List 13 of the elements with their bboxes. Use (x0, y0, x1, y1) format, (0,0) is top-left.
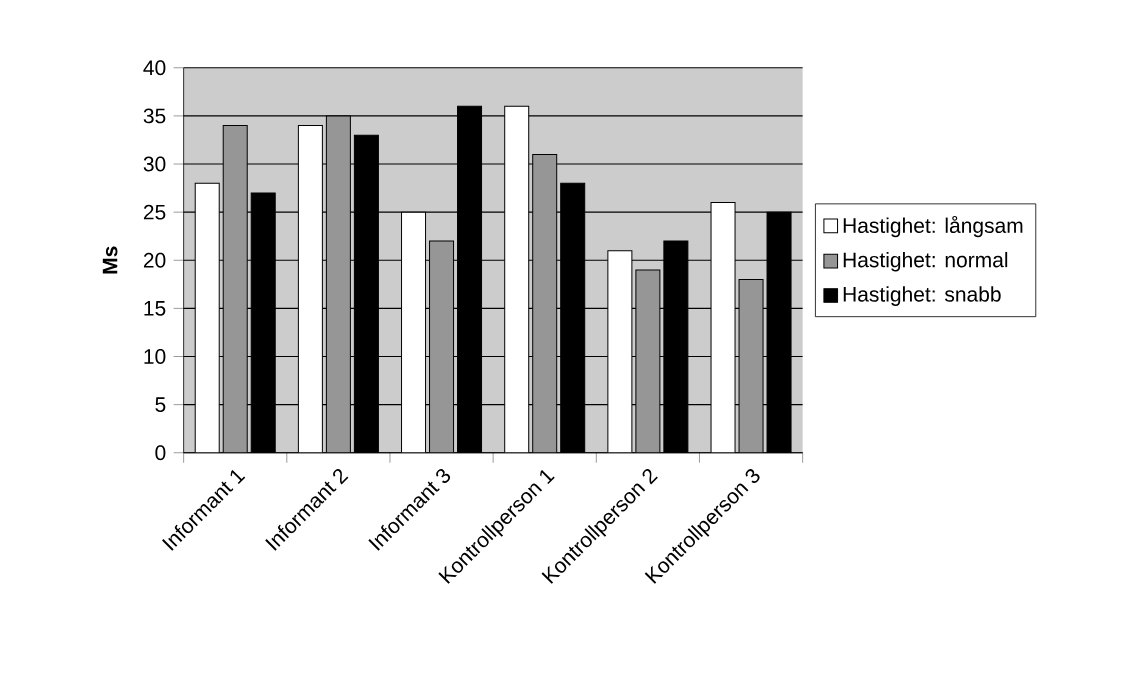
y-tick-label: 5 (155, 397, 166, 412)
y-tick-label: 35 (143, 108, 166, 124)
y-tick-label: 0 (155, 445, 166, 461)
y-tick-label: 20 (143, 252, 166, 268)
y-tick-label: 15 (144, 301, 166, 316)
legend-label: Hastighet: normal (843, 251, 1008, 272)
y-tick-label: 40 (143, 60, 166, 76)
y-tick-label: 30 (143, 156, 166, 172)
y-axis-title: Ms (102, 246, 118, 274)
y-tick-label: 25 (143, 204, 166, 220)
legend-label: Hastighet: långsam (843, 215, 1023, 238)
y-tick-label: 10 (144, 349, 166, 364)
legend-label: Hastighet: snabb (843, 286, 1001, 306)
